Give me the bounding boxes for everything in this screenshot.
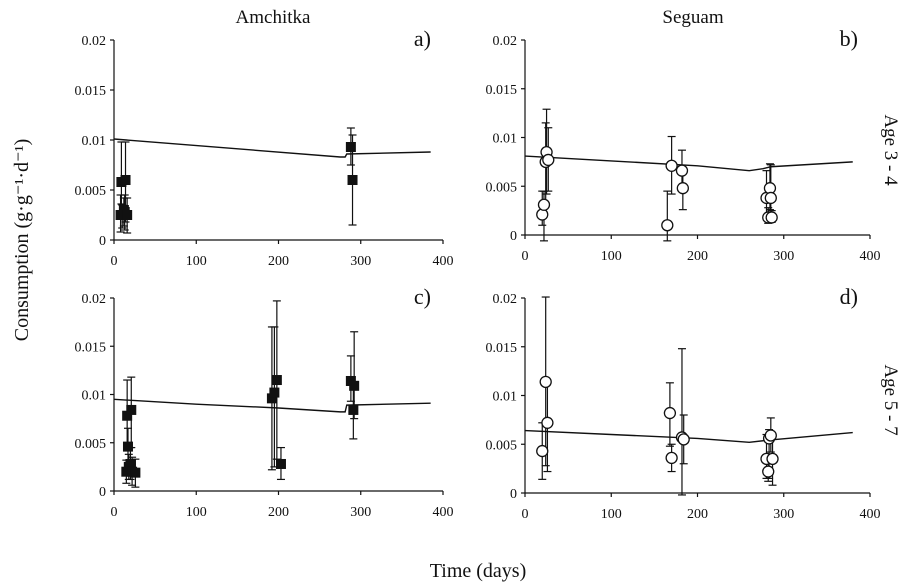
x-tick-label: 200 xyxy=(268,254,289,269)
panel-c: 0 0.005 0.01 0.015 0.02 0 100 200 300 400 c) xyxy=(75,284,454,520)
model-line xyxy=(113,398,431,413)
data-point xyxy=(665,159,678,172)
y-axis-title: Consumption (g·g⁻¹·d⁻¹) xyxy=(11,139,33,342)
y-tick-label: 0.02 xyxy=(82,292,107,307)
x-tick-label: 100 xyxy=(186,505,207,520)
y-tick-label: 0.01 xyxy=(82,134,107,149)
y-tick-label: 0.005 xyxy=(486,180,518,195)
y-tick-label: 0.01 xyxy=(82,389,107,404)
panel-d: 0 0.005 0.01 0.015 0.02 0 100 200 300 400 d) xyxy=(486,284,881,522)
y-tick-label: 0 xyxy=(99,485,106,500)
y-tick-label: 0.01 xyxy=(493,132,518,147)
model-line xyxy=(524,429,853,444)
y-tick-label: 0.015 xyxy=(75,84,107,99)
panel-letter: b) xyxy=(840,26,858,51)
data-point xyxy=(349,380,360,391)
panel-a: 0 0.005 0.01 0.015 0.02 0 100 200 300 400 a) xyxy=(75,26,454,269)
x-tick-label: 100 xyxy=(601,249,622,264)
data-point xyxy=(126,404,137,415)
data-point xyxy=(120,175,131,185)
row-label-age-5-7: Age 5 - 7 xyxy=(880,364,901,435)
y-tick-label: 0.015 xyxy=(486,83,518,98)
panel-letter: c) xyxy=(414,284,431,309)
data-point xyxy=(122,441,133,452)
data-point xyxy=(542,153,555,167)
y-tick-label: 0 xyxy=(99,234,106,249)
x-axis-title: Time (days) xyxy=(430,560,526,582)
y-tick-label: 0.02 xyxy=(82,34,107,49)
data-point xyxy=(125,458,136,469)
x-tick-label: 0 xyxy=(522,507,529,522)
data-point xyxy=(271,375,282,386)
x-tick-label: 400 xyxy=(860,249,881,264)
model-line xyxy=(113,138,431,158)
y-tick-label: 0.005 xyxy=(75,184,107,199)
y-tick-label: 0.015 xyxy=(486,341,518,356)
column-title-amchitka: Amchitka xyxy=(236,7,311,28)
data-point xyxy=(266,393,277,404)
data-point xyxy=(347,175,358,185)
data-point xyxy=(537,198,551,211)
data-point xyxy=(765,211,778,224)
panel-letter: d) xyxy=(840,284,858,309)
data-point xyxy=(536,444,549,458)
data-point xyxy=(122,210,133,220)
x-tick-label: 100 xyxy=(601,507,622,522)
x-tick-label: 200 xyxy=(268,505,289,520)
y-tick-label: 0 xyxy=(510,229,517,244)
y-tick-label: 0.01 xyxy=(493,390,518,405)
data-point xyxy=(677,433,690,446)
y-tick-label: 0.02 xyxy=(493,34,518,49)
y-tick-label: 0.005 xyxy=(486,438,518,453)
model-line xyxy=(524,155,853,172)
x-tick-label: 0 xyxy=(522,249,529,264)
data-point xyxy=(345,142,356,152)
data-point xyxy=(130,467,141,478)
data-point xyxy=(275,458,286,469)
y-tick-label: 0.015 xyxy=(75,340,107,355)
x-tick-label: 300 xyxy=(773,249,794,264)
data-point xyxy=(122,410,133,421)
y-tick-label: 0 xyxy=(510,487,517,502)
y-tick-label: 0.02 xyxy=(493,292,518,307)
panel-b: 0 0.005 0.01 0.015 0.02 0 100 200 300 400 b) xyxy=(486,26,881,264)
data-point xyxy=(663,406,677,420)
x-tick-label: 300 xyxy=(350,254,371,269)
data-point xyxy=(665,451,678,465)
data-point xyxy=(539,375,552,389)
x-tick-label: 200 xyxy=(687,507,708,522)
y-tick-label: 0.005 xyxy=(75,437,107,452)
data-point xyxy=(766,452,779,466)
x-tick-label: 0 xyxy=(111,254,118,269)
x-tick-label: 300 xyxy=(773,507,794,522)
data-point xyxy=(764,429,777,442)
data-point xyxy=(762,465,775,478)
x-tick-label: 200 xyxy=(687,249,708,264)
data-point xyxy=(764,191,777,205)
x-tick-label: 400 xyxy=(860,507,881,522)
data-point xyxy=(676,182,689,195)
row-label-age-3-4: Age 3 - 4 xyxy=(880,114,901,186)
x-tick-label: 400 xyxy=(433,505,454,520)
column-title-seguam: Seguam xyxy=(662,7,723,28)
x-tick-label: 100 xyxy=(186,254,207,269)
data-point xyxy=(269,387,280,398)
data-point xyxy=(541,416,554,429)
data-point xyxy=(348,404,359,415)
data-point xyxy=(675,164,689,177)
x-tick-label: 400 xyxy=(433,254,454,269)
x-tick-label: 300 xyxy=(350,505,371,520)
data-point xyxy=(661,219,674,232)
x-tick-label: 0 xyxy=(111,505,118,520)
panel-letter: a) xyxy=(414,26,431,51)
